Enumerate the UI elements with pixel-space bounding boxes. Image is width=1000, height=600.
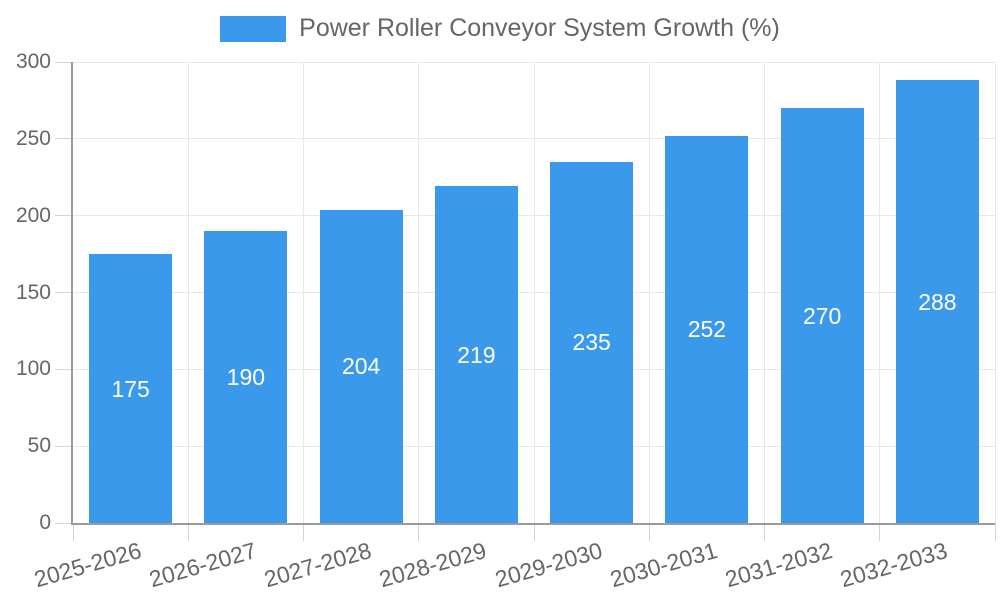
bar	[895, 80, 979, 523]
x-axis-tick	[879, 523, 881, 541]
y-axis-tick	[55, 138, 73, 140]
y-axis-line	[71, 62, 73, 525]
x-axis-tick	[648, 523, 650, 541]
y-axis-tick	[55, 215, 73, 217]
gridline-vertical	[418, 62, 420, 523]
y-axis-tick	[55, 61, 73, 63]
gridline-vertical	[879, 62, 881, 523]
x-axis-tick	[994, 523, 996, 541]
y-axis-tick	[55, 522, 73, 524]
bar-value-label: 204	[341, 353, 381, 380]
x-axis-tick	[303, 523, 304, 541]
bar	[665, 135, 749, 523]
y-axis-tick	[55, 445, 73, 447]
y-tick-label: 150	[15, 280, 51, 304]
bar-value-label: 235	[572, 329, 611, 356]
y-tick-label: 50	[27, 434, 51, 458]
legend-item[interactable]: Power Roller Conveyor System Growth (%)	[0, 14, 1000, 43]
x-axis-tick	[764, 523, 765, 541]
gridline-vertical	[303, 62, 304, 523]
bar-value-label: 219	[457, 341, 496, 368]
x-axis-tick	[72, 523, 74, 541]
gridline-vertical	[994, 62, 996, 523]
x-axis-tick	[533, 523, 535, 541]
x-tick-label: 2028-2029	[376, 537, 490, 593]
y-tick-label: 0	[39, 511, 51, 534]
legend-swatch	[220, 15, 287, 42]
bar	[204, 231, 288, 523]
legend-label: Power Roller Conveyor System Growth (%)	[299, 14, 780, 42]
bar-value-label: 252	[687, 316, 727, 343]
bar	[319, 209, 403, 523]
bar-value-label: 190	[226, 364, 266, 391]
bar-value-label: 270	[802, 302, 842, 329]
y-axis-tick	[55, 292, 73, 293]
x-axis-line	[71, 523, 995, 525]
gridline-vertical	[187, 62, 189, 523]
x-tick-label: 2032-2033	[837, 537, 951, 593]
y-tick-label: 250	[15, 126, 51, 150]
y-tick-label: 100	[15, 357, 51, 381]
bar	[89, 254, 173, 523]
gridline-vertical	[648, 62, 650, 523]
gridline-vertical	[533, 62, 535, 523]
bar	[434, 186, 518, 523]
bar-value-label: 288	[918, 288, 957, 315]
x-axis-tick	[418, 523, 420, 541]
x-tick-label: 2031-2032	[722, 537, 836, 593]
y-tick-label: 300	[15, 50, 51, 73]
x-tick-label: 2026-2027	[146, 537, 260, 593]
bar-value-label: 175	[111, 375, 150, 402]
gridline-vertical	[764, 62, 765, 523]
x-tick-label: 2030-2031	[607, 537, 721, 593]
x-tick-label: 2025-2026	[30, 537, 144, 593]
bar	[780, 108, 864, 523]
bar	[550, 161, 634, 523]
x-tick-label: 2029-2030	[491, 537, 605, 593]
x-axis-tick	[187, 523, 189, 541]
y-axis-tick	[55, 368, 73, 370]
y-tick-label: 200	[15, 203, 51, 227]
x-tick-label: 2027-2028	[261, 537, 375, 593]
